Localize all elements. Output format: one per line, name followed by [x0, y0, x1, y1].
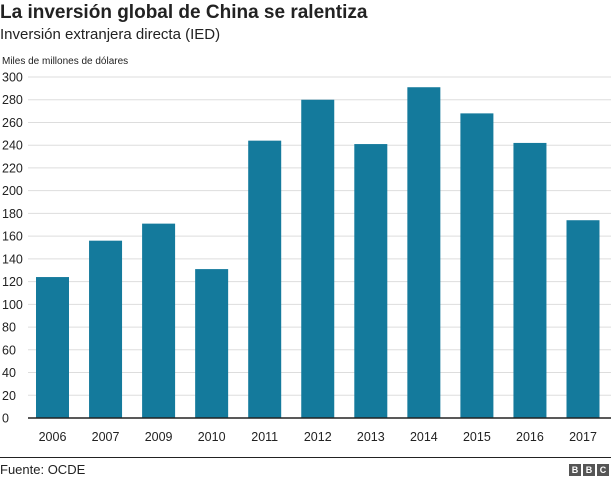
- y-tick-label: 120: [2, 275, 23, 289]
- y-tick-label: 200: [2, 184, 23, 198]
- x-tick-label: 2006: [39, 430, 67, 444]
- y-tick-label: 20: [2, 389, 16, 403]
- x-tick-label: 2014: [410, 430, 438, 444]
- x-tick-label: 2011: [251, 430, 278, 444]
- x-tick-label: 2012: [304, 430, 332, 444]
- x-tick-label: 2015: [463, 430, 491, 444]
- bar-2017: [566, 220, 600, 418]
- x-tick-label: 2010: [198, 430, 226, 444]
- bar-2015: [460, 113, 494, 418]
- y-tick-label: 100: [2, 298, 23, 312]
- y-tick-label: 80: [2, 321, 16, 335]
- bar-2012: [301, 99, 335, 418]
- bar-2011: [248, 140, 282, 419]
- y-tick-label: 0: [2, 412, 9, 426]
- bbc-logo: B B C: [569, 464, 609, 476]
- y-tick-label: 180: [2, 207, 23, 221]
- y-tick-label: 240: [2, 139, 23, 153]
- bar-2014: [407, 87, 441, 418]
- y-tick-label: 260: [2, 116, 23, 130]
- bar-2009: [142, 223, 176, 418]
- logo-letter: B: [569, 464, 581, 476]
- x-tick-label: 2016: [516, 430, 544, 444]
- footer-divider: [0, 457, 611, 458]
- bar-2007: [89, 240, 123, 418]
- chart-subtitle: Inversión extranjera directa (IED): [0, 26, 221, 43]
- x-tick-label: 2009: [145, 430, 173, 444]
- y-tick-label: 160: [2, 230, 23, 244]
- y-tick-label: 140: [2, 252, 23, 266]
- y-tick-label: 300: [2, 71, 23, 85]
- y-tick-label: 60: [2, 343, 16, 357]
- logo-letter: C: [597, 464, 609, 476]
- logo-letter: B: [583, 464, 595, 476]
- source-note: Fuente: OCDE: [0, 462, 86, 477]
- y-tick-label: 280: [2, 93, 23, 107]
- y-tick-label: 220: [2, 161, 23, 175]
- bar-2016: [513, 142, 547, 418]
- bar-chart: Miles de millones de dólares 0 20 40 60 80 100…: [2, 56, 611, 444]
- bar-2013: [354, 144, 388, 418]
- x-tick-label: 2007: [92, 430, 120, 444]
- x-tick-label: 2013: [357, 430, 385, 444]
- y-tick-label: 40: [2, 366, 16, 380]
- x-tick-label: 2017: [569, 430, 597, 444]
- chart-title: La inversión global de China se ralentiz…: [0, 2, 368, 23]
- bar-2010: [195, 269, 229, 418]
- bar-2006: [36, 277, 69, 418]
- y-axis-label: Miles de millones de dólares: [2, 56, 128, 67]
